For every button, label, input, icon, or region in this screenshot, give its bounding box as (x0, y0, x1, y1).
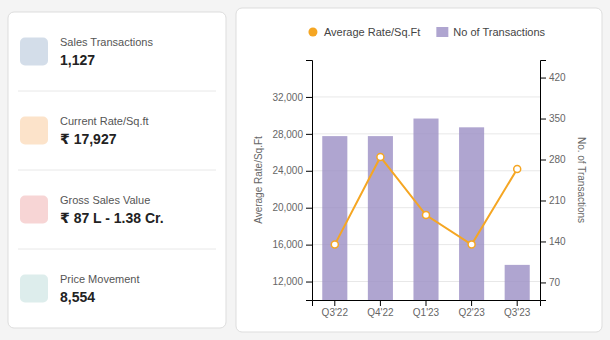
marker (468, 241, 475, 248)
marker (377, 153, 384, 160)
axis-line (313, 301, 541, 307)
tick: 70 (540, 277, 561, 288)
tick-label: 280 (549, 154, 566, 165)
bar (505, 265, 530, 300)
tick-mark (540, 200, 546, 201)
stat-value: ₹ 87 L - 1.38 Cr. (60, 210, 164, 226)
axis-line (541, 61, 547, 301)
stat-value: 1,127 (60, 52, 95, 68)
y-axis: 12,000 16,000 20,000 24,000 28,000 32,000 (272, 61, 312, 301)
y2-axis-title: No. of Transactions (576, 137, 587, 223)
marker (331, 241, 338, 248)
separator (18, 91, 216, 92)
tick: Q1'23 (413, 300, 440, 318)
legend-swatch (436, 27, 448, 37)
tick-label: Q4'22 (367, 307, 394, 318)
stat-icon (20, 117, 48, 145)
line (335, 157, 517, 245)
stat-label: Sales Transactions (60, 36, 153, 48)
tick-mark (540, 160, 546, 161)
tick: 12,000 (272, 276, 312, 287)
tick-label: 20,000 (272, 202, 303, 213)
bar (413, 119, 438, 300)
tick: 24,000 (272, 165, 312, 176)
legend-swatch (308, 28, 317, 37)
tick-mark (306, 245, 312, 246)
stat-value: ₹ 17,927 (60, 131, 117, 147)
tick-mark (540, 241, 546, 242)
legend-item: No of Transactions (436, 26, 545, 38)
tick: 280 (540, 154, 566, 165)
tick-mark (426, 300, 427, 306)
tick: Q4'22 (367, 300, 394, 318)
stat-icon (20, 38, 48, 66)
tick-mark (380, 300, 381, 306)
tick-label: Q3'22 (322, 307, 349, 318)
tick-label: 350 (549, 113, 566, 124)
stat-label: Price Movement (60, 273, 139, 285)
tick: 140 (540, 236, 566, 247)
tick-mark (540, 78, 546, 79)
legend: Average Rate/Sq.Ft No of Transactions (308, 26, 545, 38)
y2-axis: 70 140 210 280 350 420 (540, 61, 566, 301)
chart-card (236, 8, 602, 332)
tick-mark (540, 282, 546, 283)
tick-label: 420 (549, 72, 566, 83)
bar (459, 127, 484, 300)
tick: 20,000 (272, 202, 312, 213)
legend-label: No of Transactions (453, 26, 545, 38)
separator (18, 249, 216, 250)
grid-line (312, 96, 540, 97)
tick: 210 (540, 195, 566, 206)
tick-mark (306, 171, 312, 172)
separator (18, 170, 216, 171)
tick: 350 (540, 113, 566, 124)
tick: Q2'23 (458, 300, 485, 318)
tick-label: 210 (549, 195, 566, 206)
tick-mark (306, 208, 312, 209)
tick-mark (306, 134, 312, 135)
tick: Q3'22 (322, 300, 349, 318)
tick-label: 32,000 (272, 92, 303, 103)
tick-label: 70 (549, 277, 561, 288)
stat-value: 8,554 (60, 289, 95, 305)
tick-label: 24,000 (272, 165, 303, 176)
legend-item: Average Rate/Sq.Ft (308, 26, 420, 38)
tick: 32,000 (272, 92, 312, 103)
stats-card (8, 12, 226, 328)
tick: 28,000 (272, 129, 312, 140)
tick-mark (306, 282, 312, 283)
chart: Sales Transactions 1,127 Current Rate/Sq.f… (0, 0, 610, 340)
tick-label: 28,000 (272, 129, 303, 140)
stat-icon (20, 196, 48, 224)
marks (322, 119, 529, 300)
tick: 420 (540, 72, 566, 83)
tick-label: 140 (549, 236, 566, 247)
stat-label: Gross Sales Value (60, 194, 150, 206)
tick-mark (540, 119, 546, 120)
marker (423, 212, 430, 219)
tick-label: Q3'23 (504, 307, 531, 318)
legend-label: Average Rate/Sq.Ft (324, 26, 420, 38)
tick-mark (471, 300, 472, 306)
tick-mark (334, 300, 335, 306)
y-axis-title: Average Rate/Sq.Ft (253, 136, 264, 224)
tick-label: 12,000 (272, 276, 303, 287)
tick-label: Q2'23 (458, 307, 485, 318)
tick: 16,000 (272, 239, 312, 250)
tick: Q3'23 (504, 300, 531, 318)
stat-label: Current Rate/Sq.ft (60, 115, 149, 127)
tick-label: Q1'23 (413, 307, 440, 318)
stat-icon (20, 275, 48, 303)
tick-label: 16,000 (272, 239, 303, 250)
bar (368, 136, 393, 300)
tick-mark (517, 300, 518, 306)
marker (514, 165, 521, 172)
tick-mark (306, 97, 312, 98)
x-axis: Q3'22 Q4'22 Q1'23 Q2'23 Q3'23 (313, 300, 541, 318)
axis-line (306, 61, 313, 301)
bar (322, 136, 347, 300)
